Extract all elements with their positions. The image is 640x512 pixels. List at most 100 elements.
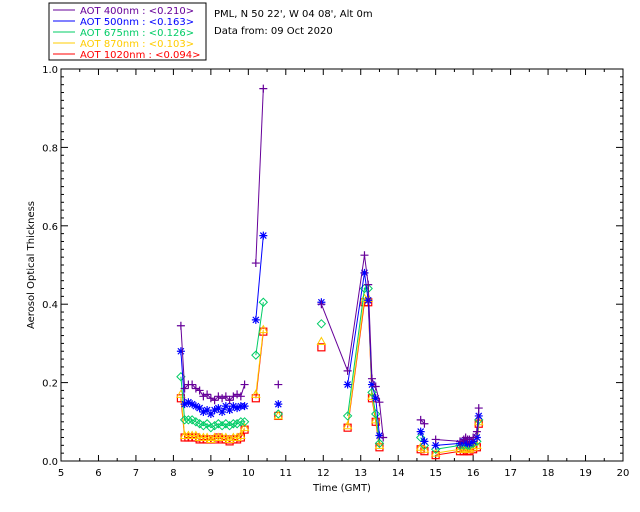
legend-item: AOT 500nm : <0.163> <box>53 17 194 28</box>
data-point <box>235 430 246 440</box>
x-tick-label: 11 <box>279 468 292 479</box>
data-point <box>273 409 284 419</box>
data-point <box>472 427 481 436</box>
x-tick-label: 15 <box>429 468 442 479</box>
data-point <box>251 259 260 268</box>
y-tick-label: 0.0 <box>42 457 58 468</box>
data-point <box>317 300 326 309</box>
data-point <box>431 441 440 450</box>
data-point <box>468 442 478 451</box>
data-point <box>472 440 482 449</box>
data-point <box>229 402 238 411</box>
data-point <box>251 315 260 324</box>
x-axis-title: Time (GMT) <box>312 483 371 494</box>
x-tick-label: 6 <box>95 468 101 479</box>
data-point <box>416 415 425 424</box>
data-point <box>203 406 212 415</box>
x-tick-label: 16 <box>467 468 480 479</box>
legend-item: AOT 1020nm : <0.094> <box>53 50 200 61</box>
data-point <box>236 417 246 427</box>
data-point <box>191 384 200 393</box>
series-line <box>420 431 425 442</box>
data-point <box>224 434 235 443</box>
data-point <box>474 404 483 413</box>
data-point <box>239 417 250 427</box>
data-point <box>221 402 230 411</box>
x-tick-label: 18 <box>542 468 555 479</box>
data-point <box>415 442 426 451</box>
data-point <box>179 415 190 425</box>
data-point <box>431 435 440 444</box>
data-point <box>232 419 242 429</box>
legend-label: AOT 675nm : <0.126> <box>80 28 194 39</box>
data-point <box>469 433 478 442</box>
x-tick-label: 9 <box>208 468 214 479</box>
data-point <box>206 394 215 403</box>
data-point <box>203 390 212 399</box>
data-point <box>367 380 376 389</box>
data-point <box>456 437 465 446</box>
data-point <box>379 433 388 442</box>
series-3 <box>176 293 484 457</box>
data-point <box>188 400 197 409</box>
data-point <box>474 411 483 420</box>
series-line <box>435 408 480 442</box>
series-line <box>255 235 264 320</box>
data-point <box>218 394 227 403</box>
plot-area <box>60 68 624 462</box>
data-point <box>374 438 385 449</box>
data-point <box>176 321 185 330</box>
data-point <box>367 387 377 398</box>
data-point <box>224 421 235 431</box>
data-point <box>214 404 223 413</box>
data-point <box>214 392 223 401</box>
series-0 <box>176 84 483 446</box>
data-point <box>274 400 283 409</box>
data-point <box>371 409 381 419</box>
data-point <box>342 420 353 430</box>
x-tick-label: 12 <box>317 468 330 479</box>
data-point <box>183 415 194 425</box>
legend-item: AOT 870nm : <0.103> <box>53 39 194 50</box>
data-point <box>250 389 261 398</box>
x-tick-label: 7 <box>133 468 139 479</box>
data-point <box>199 408 208 416</box>
data-point <box>258 297 269 307</box>
data-point <box>258 324 269 334</box>
data-point <box>198 421 209 431</box>
x-tick-label: 17 <box>504 468 517 479</box>
data-point <box>259 231 268 240</box>
series-line <box>255 329 264 395</box>
series-line <box>255 88 264 264</box>
data-point <box>461 433 470 442</box>
series-line <box>180 376 245 429</box>
data-point <box>176 347 185 356</box>
data-point <box>206 434 216 443</box>
data-point <box>236 392 245 401</box>
data-point <box>371 382 380 391</box>
series-line <box>180 325 246 401</box>
data-point <box>360 251 369 260</box>
x-tick-label: 10 <box>242 468 255 479</box>
data-point <box>360 268 369 277</box>
data-point <box>195 386 204 395</box>
legend-label: AOT 400nm : <0.210> <box>80 6 194 17</box>
data-point <box>221 392 230 401</box>
data-date: Data from: 09 Oct 2020 <box>214 26 333 37</box>
data-point <box>251 394 260 403</box>
y-tick-label: 0.2 <box>42 379 58 390</box>
series-line <box>255 302 264 356</box>
series-line <box>420 419 425 425</box>
data-point <box>188 380 197 389</box>
x-tick-label: 14 <box>392 468 405 479</box>
x-tick-label: 19 <box>579 468 592 479</box>
legend-item: AOT 675nm : <0.126> <box>53 28 194 39</box>
data-point <box>228 419 239 429</box>
y-tick-label: 1.0 <box>42 65 58 76</box>
legend-label: AOT 500nm : <0.163> <box>80 17 194 28</box>
x-tick-label: 20 <box>617 468 630 479</box>
data-point <box>274 380 283 389</box>
data-point <box>202 432 212 441</box>
data-point <box>180 384 189 393</box>
data-point <box>220 432 231 441</box>
